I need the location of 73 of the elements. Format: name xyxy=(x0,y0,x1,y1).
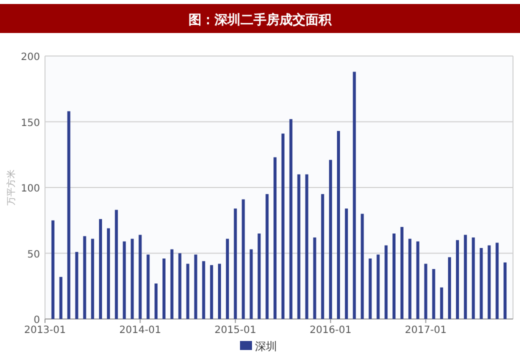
bar xyxy=(344,208,348,319)
y-tick-label: 150 xyxy=(20,118,40,129)
bar xyxy=(480,248,483,319)
bar xyxy=(178,253,182,319)
bar xyxy=(250,249,253,319)
bar xyxy=(440,287,444,319)
y-axis-title: 万平方米 xyxy=(6,170,17,206)
bar xyxy=(504,262,507,319)
bar xyxy=(456,240,459,319)
bar xyxy=(258,234,261,319)
title-banner: 图：深圳二手房成交面积 xyxy=(0,4,520,33)
bar xyxy=(218,264,222,319)
bar xyxy=(106,228,110,319)
bar xyxy=(448,257,452,319)
bar xyxy=(313,237,316,319)
bar xyxy=(297,174,300,319)
bar xyxy=(226,238,229,319)
bar xyxy=(154,283,158,319)
bar xyxy=(67,111,70,319)
bar xyxy=(496,242,499,319)
x-tick-label: 2017-01 xyxy=(404,325,447,336)
bar xyxy=(289,119,292,319)
bar xyxy=(424,264,428,319)
bar xyxy=(488,245,491,319)
x-tick-label: 2016-01 xyxy=(310,325,352,336)
bar xyxy=(376,254,380,319)
bar xyxy=(432,269,436,319)
bar xyxy=(408,238,412,319)
bar xyxy=(464,234,467,319)
y-tick-label: 0 xyxy=(34,315,40,326)
bar xyxy=(472,237,475,319)
y-tick-label: 50 xyxy=(27,249,40,260)
bar xyxy=(210,265,214,319)
bar xyxy=(392,234,396,319)
bar xyxy=(83,236,86,319)
bar xyxy=(384,245,388,319)
x-tick-label: 2013-01 xyxy=(24,325,66,336)
bar xyxy=(162,258,166,319)
bar xyxy=(234,208,237,319)
bar xyxy=(114,210,118,319)
chart-title: 图：深圳二手房成交面积 xyxy=(188,12,332,28)
bar xyxy=(51,220,54,319)
y-tick-label: 100 xyxy=(20,184,40,194)
bar xyxy=(329,160,332,319)
bar xyxy=(194,254,198,319)
x-tick-label: 2015-01 xyxy=(214,325,256,336)
bar xyxy=(400,226,404,319)
bar xyxy=(352,72,356,319)
y-tick-label: 200 xyxy=(20,52,40,63)
legend-label: 深圳 xyxy=(255,340,277,353)
bar xyxy=(130,238,134,319)
bar xyxy=(75,252,78,319)
bar xyxy=(99,219,102,319)
bar xyxy=(186,264,190,319)
bar xyxy=(59,276,62,319)
bar xyxy=(146,254,150,319)
bar xyxy=(122,241,126,319)
legend: 深圳 xyxy=(240,340,277,353)
bar xyxy=(336,130,340,319)
bar xyxy=(170,249,174,319)
bar xyxy=(416,241,420,319)
bar xyxy=(274,157,277,319)
bar xyxy=(202,261,206,319)
bar xyxy=(266,194,269,319)
bar xyxy=(138,234,142,319)
bar xyxy=(281,134,284,319)
x-tick-label: 2014-01 xyxy=(119,325,162,336)
bar xyxy=(368,258,372,319)
bar xyxy=(360,214,364,319)
bar xyxy=(321,194,324,319)
bar xyxy=(242,199,245,319)
bar xyxy=(305,174,308,319)
bar xyxy=(91,238,94,319)
